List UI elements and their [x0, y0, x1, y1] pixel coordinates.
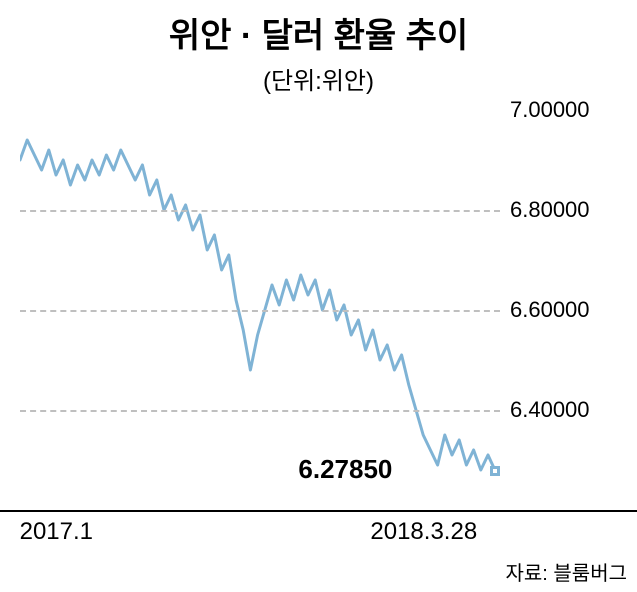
y-axis-label: 6.40000	[510, 397, 590, 423]
y-axis-label: 6.60000	[510, 297, 590, 323]
y-gridline	[20, 410, 500, 412]
line-end-marker	[490, 466, 500, 476]
y-axis-label: 6.80000	[510, 197, 590, 223]
chart-subtitle: (단위:위안)	[0, 57, 637, 96]
source-label: 자료: 블룸버그	[505, 557, 627, 586]
x-axis-label: 2018.3.28	[370, 518, 477, 546]
x-axis-label: 2017.1	[20, 518, 93, 546]
chart-title: 위안 · 달러 환율 추이	[0, 0, 637, 57]
chart-plot-area: 6.27850 7.000006.800006.600006.400002017…	[20, 110, 500, 510]
x-axis-baseline	[0, 510, 637, 512]
y-axis-label: 7.00000	[510, 97, 590, 123]
last-value-callout: 6.27850	[298, 454, 392, 485]
y-gridline	[20, 210, 500, 212]
y-gridline	[20, 310, 500, 312]
